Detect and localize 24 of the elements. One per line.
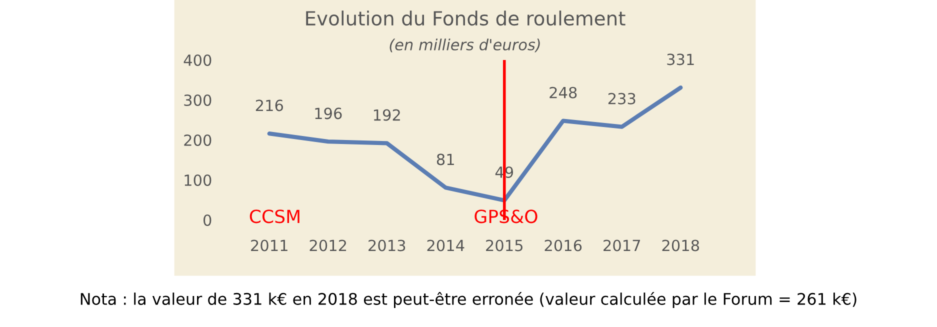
x-tick-label: 2012 [310,240,346,252]
data-label: 81 [436,154,454,166]
data-label: 216 [256,100,283,112]
chart-subtitle: (en milliers d'euros) [390,38,540,52]
x-tick-label: 2011 [251,240,288,252]
data-label: 331 [667,54,694,66]
x-tick-label: 2018 [662,240,700,252]
x-tick-label: 2017 [604,240,640,252]
y-tick-label: 100 [184,174,212,186]
data-label: 192 [374,109,400,121]
y-tick-label: 400 [184,54,212,66]
data-label: 248 [550,86,577,98]
y-tick-label: 0 [204,214,212,226]
y-tick-label: 200 [184,134,212,146]
annotation: CCSM [250,210,300,224]
x-tick-label: 2013 [368,240,406,252]
x-tick-label: 2015 [486,240,522,252]
x-tick-label: 2014 [427,240,464,252]
data-label: 233 [608,92,636,104]
y-tick-label: 300 [184,94,212,106]
x-tick-label: 2016 [544,240,582,252]
text: Nota : la valeur de 331 k€ en 2018 est peut-être erronée (valeur calculée par le Forum = 261 k€) [80,292,856,308]
chart-title: Evolution du Fonds de roulement [306,10,626,26]
data-label: 196 [315,108,342,120]
